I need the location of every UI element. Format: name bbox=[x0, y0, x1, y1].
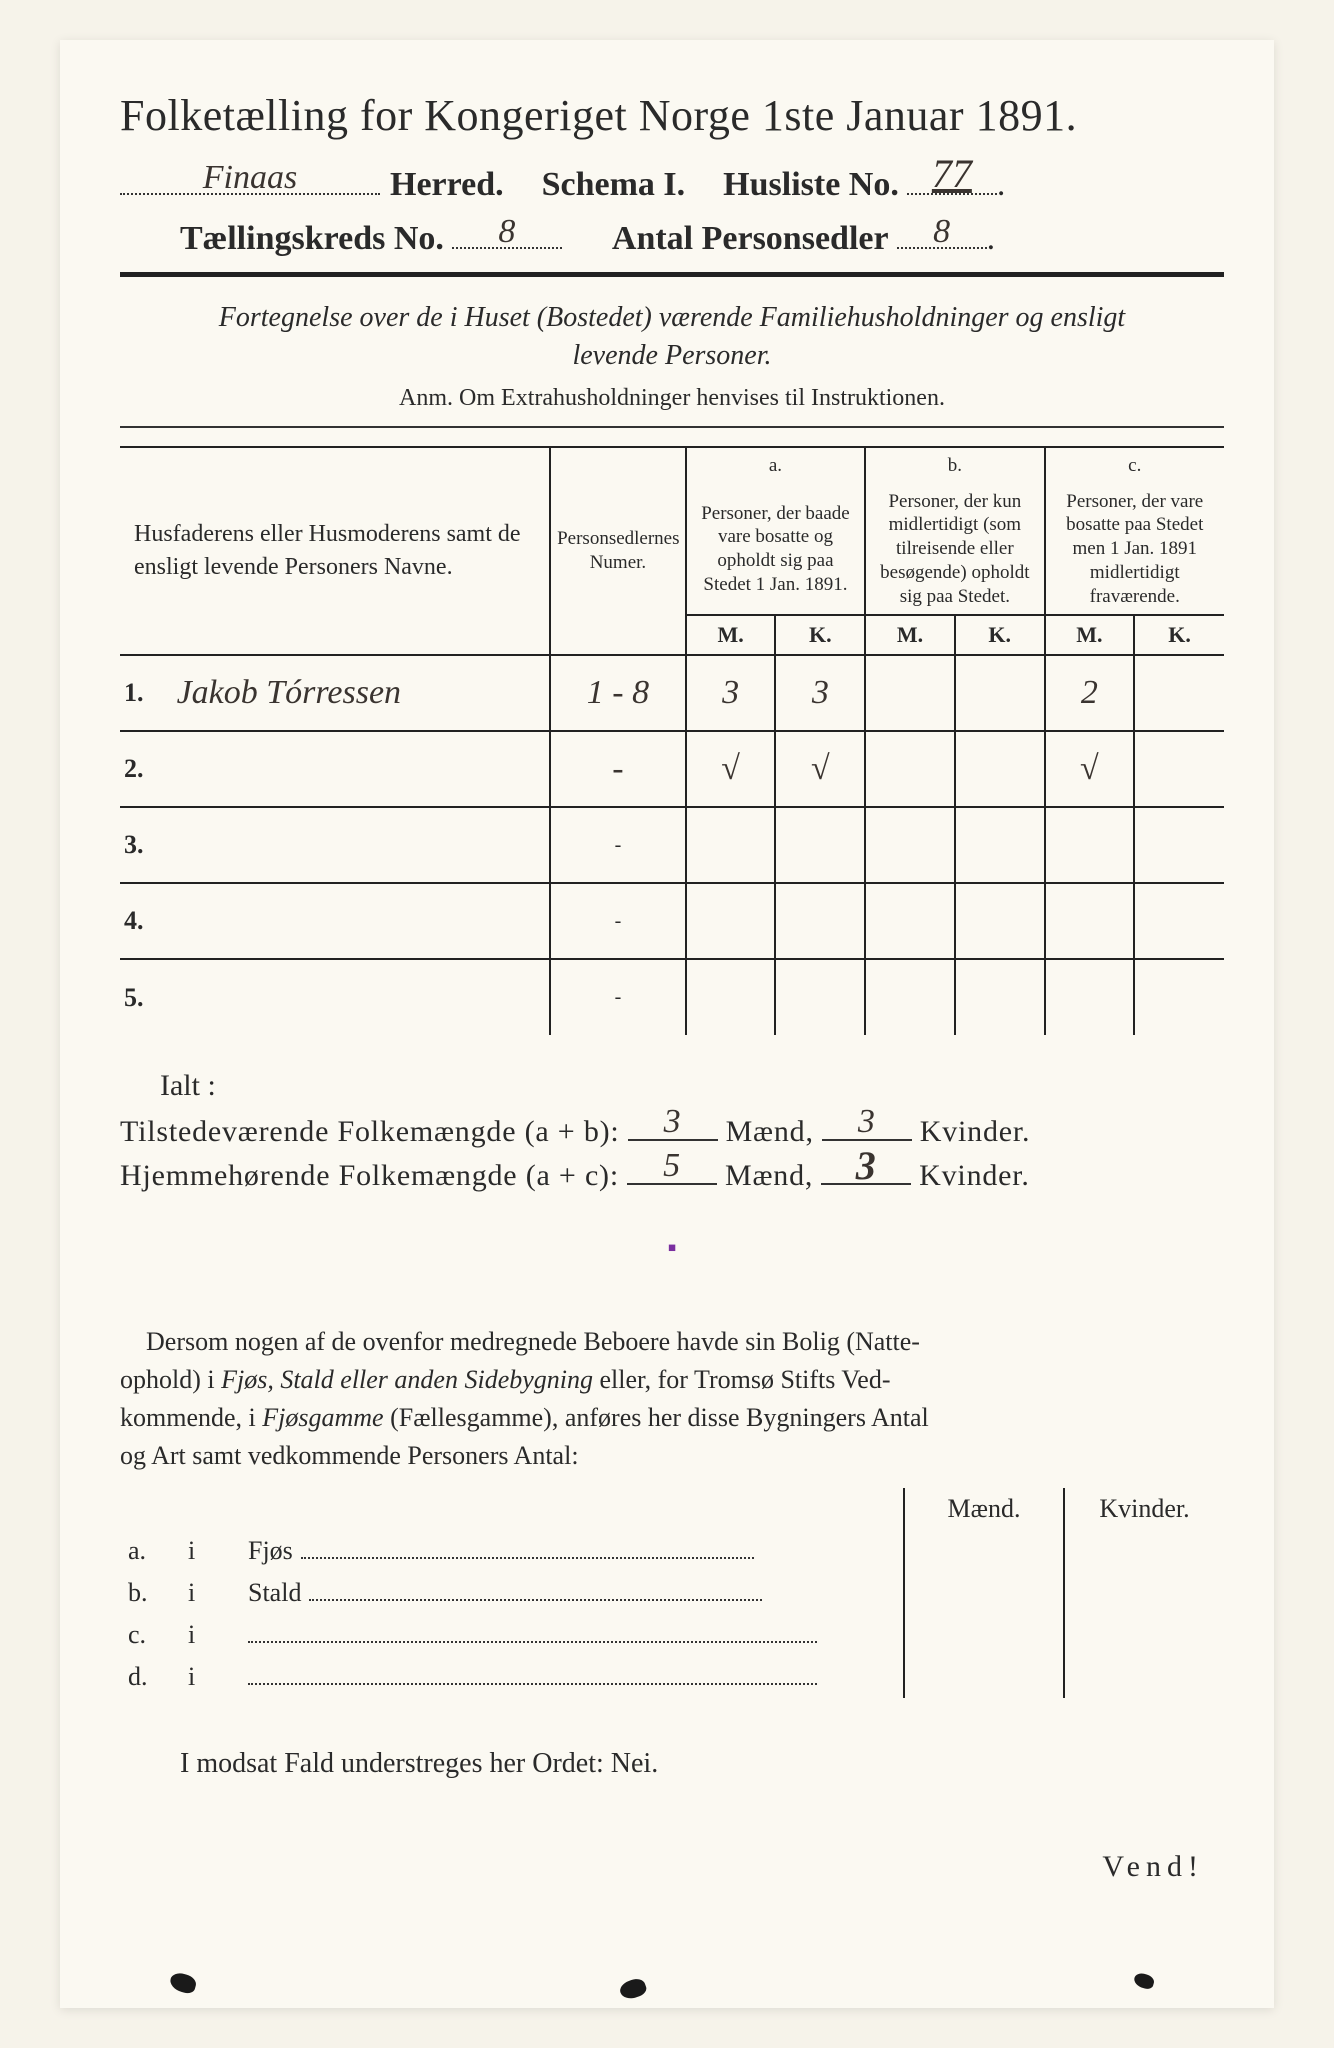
th-c: Personer, der vare bosatte paa Stedet me… bbox=[1045, 484, 1224, 616]
herred-value: Finaas bbox=[120, 159, 380, 197]
ink-dot-icon: ▪ bbox=[667, 1233, 676, 1262]
vend-label: Vend! bbox=[120, 1850, 1204, 1884]
herred-label: Herred. bbox=[390, 166, 504, 204]
th-b: Personer, der kun midlertidigt (som tilr… bbox=[865, 484, 1044, 616]
schema-label: Schema I. bbox=[542, 166, 686, 204]
antal-label: Antal Personsedler bbox=[612, 220, 889, 258]
antal-field: 8 bbox=[897, 214, 987, 250]
row-name: Jakob Tórressen bbox=[177, 674, 401, 711]
husliste-value: 77 bbox=[907, 150, 997, 197]
total-resident-k: 3 bbox=[821, 1142, 911, 1189]
table-row: 3. - bbox=[120, 807, 1224, 883]
husliste-label: Husliste No. bbox=[723, 166, 899, 204]
taellingskreds-label: Tællingskreds No. bbox=[180, 220, 444, 258]
antal-value: 8 bbox=[897, 213, 987, 251]
th-a: Personer, der baade vare bosatte og opho… bbox=[686, 484, 865, 616]
total-present-label: Tilstedeværende Folkemængde (a + b): bbox=[120, 1115, 620, 1149]
dwell-row: c. i bbox=[120, 1614, 1224, 1656]
total-resident-label: Hjemmehørende Folkemængde (a + c): bbox=[120, 1159, 619, 1193]
th-a-k: K. bbox=[775, 615, 865, 655]
nei-line: I modsat Fald understreges her Ordet: Ne… bbox=[180, 1748, 1224, 1780]
dwelling-table: Mænd. Kvinder. a. i Fjøs b. i Stald c. i bbox=[120, 1488, 1224, 1698]
table-row: 2. - √ √ √ bbox=[120, 731, 1224, 807]
th-num: Personsedlernes Numer. bbox=[550, 447, 686, 656]
intro-text: Fortegnelse over de i Huset (Bostedet) v… bbox=[120, 299, 1224, 375]
th-a-m: M. bbox=[686, 615, 776, 655]
ialt-label: Ialt : bbox=[160, 1069, 1224, 1103]
dwell-head-k: Kvinder. bbox=[1064, 1488, 1224, 1530]
anm-text: Anm. Om Extrahusholdninger henvises til … bbox=[120, 385, 1224, 412]
taellingskreds-field: 8 bbox=[452, 214, 562, 250]
th-name: Husfaderens eller Husmoderens samt de en… bbox=[120, 447, 550, 656]
th-b-head: b. bbox=[865, 447, 1044, 484]
taellingskreds-value: 8 bbox=[452, 213, 562, 251]
dwell-head-m: Mænd. bbox=[904, 1488, 1064, 1530]
dwell-row: d. i bbox=[120, 1656, 1224, 1698]
th-b-m: M. bbox=[865, 615, 955, 655]
total-resident-m: 5 bbox=[627, 1147, 717, 1185]
households-table: Husfaderens eller Husmoderens samt de en… bbox=[120, 446, 1224, 1036]
th-c-head: c. bbox=[1045, 447, 1224, 484]
ink-blot-icon bbox=[168, 1971, 198, 1995]
dwell-row: b. i Stald bbox=[120, 1572, 1224, 1614]
totals-block: Ialt : Tilstedeværende Folkemængde (a + … bbox=[120, 1069, 1224, 1193]
table-row: 1. Jakob Tórressen 1 - 8 3 3 2 bbox=[120, 655, 1224, 731]
table-row: 5. - bbox=[120, 959, 1224, 1035]
rule-1 bbox=[120, 272, 1224, 277]
ink-blot-icon bbox=[1133, 1972, 1156, 1991]
dwelling-paragraph: Dersom nogen af de ovenfor medregnede Be… bbox=[120, 1323, 1224, 1474]
header-line-2: Tællingskreds No. 8 Antal Personsedler 8… bbox=[180, 214, 1224, 259]
dwell-row: a. i Fjøs bbox=[120, 1530, 1224, 1572]
header-line-1: Finaas Herred. Schema I. Husliste No. 77… bbox=[120, 159, 1224, 204]
page-title: Folketælling for Kongeriget Norge 1ste J… bbox=[120, 90, 1224, 141]
husliste-field: 77 bbox=[907, 159, 997, 195]
th-b-k: K. bbox=[955, 615, 1045, 655]
th-a-head: a. bbox=[686, 447, 865, 484]
total-present-m: 3 bbox=[628, 1103, 718, 1141]
ink-blot-icon bbox=[618, 1976, 649, 2002]
rule-2 bbox=[120, 426, 1224, 428]
th-c-m: M. bbox=[1045, 615, 1135, 655]
th-c-k: K. bbox=[1134, 615, 1224, 655]
total-present-k: 3 bbox=[822, 1103, 912, 1141]
table-row: 4. - bbox=[120, 883, 1224, 959]
herred-field: Finaas bbox=[120, 159, 380, 195]
